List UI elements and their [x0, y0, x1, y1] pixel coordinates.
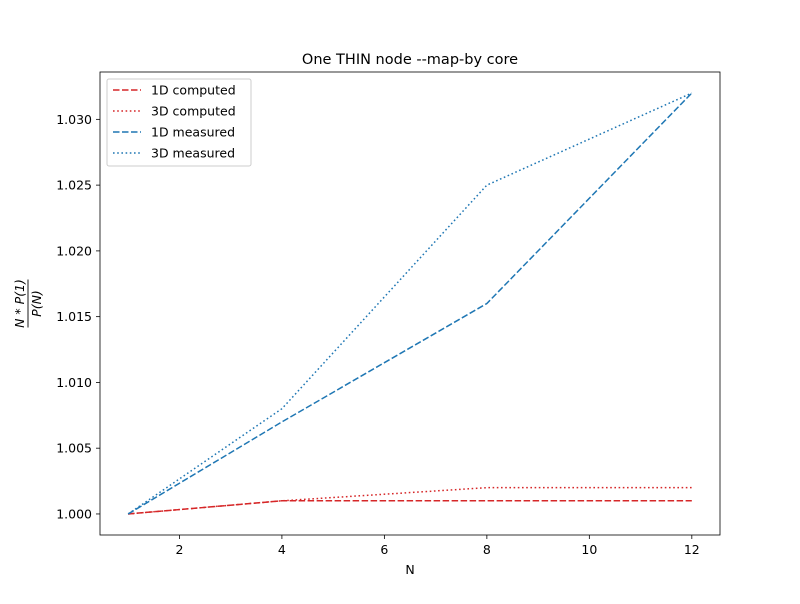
- y-axis: 1.000 1.005 1.010 1.015 1.020 1.025 1.030: [56, 112, 100, 521]
- x-tick-label: 10: [581, 542, 597, 557]
- legend-label-1d-measured: 1D measured: [151, 125, 235, 140]
- y-tick-label: 1.020: [56, 243, 92, 258]
- y-tick-label: 1.010: [56, 375, 92, 390]
- legend-box: [106, 78, 252, 167]
- legend-label-3d-measured: 3D measured: [151, 146, 235, 161]
- x-axis-label: N: [405, 562, 414, 577]
- series-line-3d-measured: [127, 92, 693, 515]
- y-tick-label: 1.025: [56, 178, 92, 193]
- y-tick-label: 1.005: [56, 441, 92, 456]
- legend-label-1d-computed: 1D computed: [151, 83, 236, 98]
- x-tick-label: 2: [175, 542, 183, 557]
- y-tick-label: 1.015: [56, 309, 92, 324]
- legend: 1D computed 3D computed 1D measured 3D meas…: [106, 78, 252, 167]
- x-tick-label: 8: [483, 542, 491, 557]
- series-layer: [127, 92, 693, 515]
- x-axis: 2 4 6 8 10 12: [175, 535, 700, 557]
- x-tick-label: 12: [684, 542, 700, 557]
- axes-frame: [99, 71, 721, 536]
- legend-label-3d-computed: 3D computed: [151, 104, 236, 119]
- x-tick-label: 6: [380, 542, 388, 557]
- y-axis-label: N * P(1) P(N): [12, 279, 44, 328]
- chart-title: One THIN node --map-by core: [302, 52, 518, 68]
- x-tick-label: 4: [278, 542, 286, 557]
- y-tick-label: 1.030: [56, 112, 92, 127]
- series-line-3d-computed: [128, 486, 692, 515]
- y-axis-label-numerator: N * P(1): [12, 279, 27, 328]
- series-line-1d-measured: [127, 92, 693, 515]
- legend-items: 1D computed 3D computed 1D measured 3D meas…: [113, 83, 236, 161]
- y-axis-label-denominator: P(N): [29, 290, 44, 317]
- y-tick-label: 1.000: [56, 506, 92, 521]
